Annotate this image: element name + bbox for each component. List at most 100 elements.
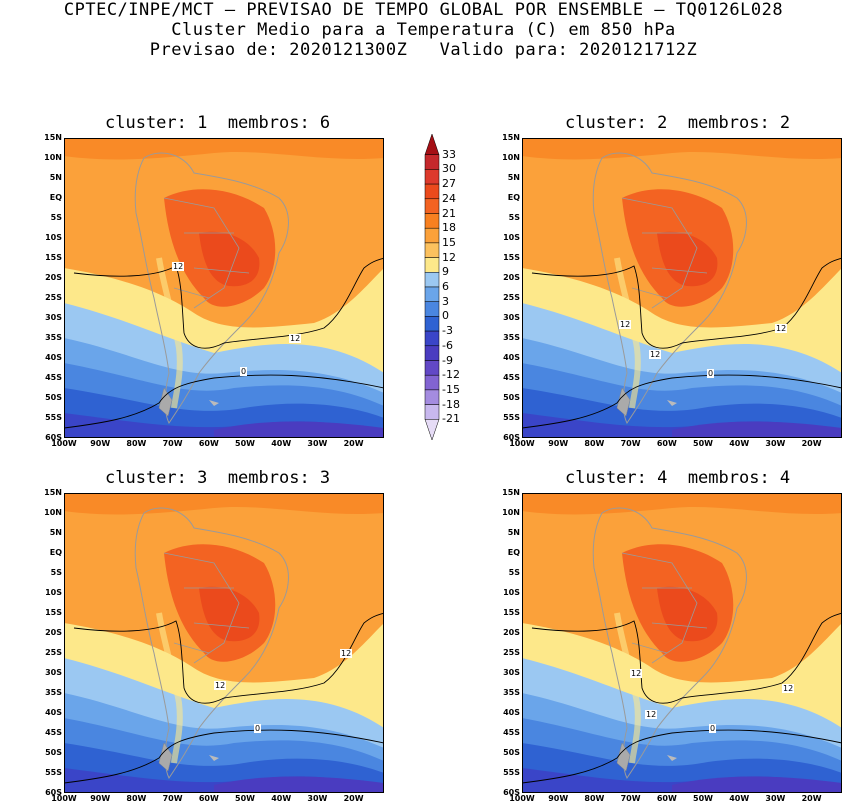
lat-tick-label: 10S xyxy=(45,588,62,597)
lon-tick-label: 20W xyxy=(801,794,822,803)
lat-tick-label: 55S xyxy=(503,768,520,777)
contour-label: 12 xyxy=(649,350,662,359)
contour-label: 12 xyxy=(782,684,795,693)
lat-tick-label: 45S xyxy=(45,728,62,737)
lon-tick-label: 80W xyxy=(126,439,147,448)
lat-tick-label: 35S xyxy=(45,333,62,342)
lon-tick-label: 30W xyxy=(307,794,328,803)
lon-tick-label: 100W xyxy=(509,439,535,448)
colorbar-swatch xyxy=(424,345,440,361)
lat-tick-label: 15S xyxy=(503,608,520,617)
lat-tick-label: 50S xyxy=(503,393,520,402)
lat-tick-label: 25S xyxy=(503,648,520,657)
lon-tick-label: 100W xyxy=(51,439,77,448)
colorbar-swatch xyxy=(424,213,440,229)
colorbar-label: -21 xyxy=(442,412,460,426)
colorbar-swatch xyxy=(424,404,440,420)
map-panel-2: 12 12 12 0 xyxy=(522,138,842,438)
lon-tick-label: 60W xyxy=(198,439,219,448)
lon-tick-label: 70W xyxy=(620,794,641,803)
lat-tick-label: 45S xyxy=(503,728,520,737)
lat-tick-label: 15S xyxy=(45,608,62,617)
colorbar-label: -3 xyxy=(442,324,453,338)
colorbar-swatch xyxy=(424,419,440,441)
forecast-dates: Previsao de: 2020121300Z Valido para: 20… xyxy=(149,40,698,60)
lon-tick-label: 90W xyxy=(90,794,111,803)
lon-tick-label: 50W xyxy=(235,439,255,448)
lat-tick-label: 15N xyxy=(502,488,520,497)
lon-tick-label: 50W xyxy=(235,794,255,803)
lon-tick-label: 80W xyxy=(584,794,605,803)
colorbar-label: 15 xyxy=(442,235,456,249)
colorbar-label: 3 xyxy=(442,294,449,308)
colorbar-swatch xyxy=(424,316,440,332)
lat-tick-label: 50S xyxy=(503,748,520,757)
lat-tick-label: 55S xyxy=(45,768,62,777)
lat-tick-label: 15N xyxy=(44,133,62,142)
lon-tick-label: 60W xyxy=(656,439,677,448)
map-panel-1: 12 12 0 xyxy=(64,138,384,438)
colorbar-swatch xyxy=(424,154,440,170)
lon-tick-label: 50W xyxy=(693,794,713,803)
lat-tick-label: 5N xyxy=(507,528,520,537)
colorbar-label: 24 xyxy=(442,191,456,205)
colorbar-label: 0 xyxy=(442,309,449,323)
contour-label: 12 xyxy=(619,320,632,329)
lat-tick-label: 5S xyxy=(508,568,520,577)
colorbar-label: 27 xyxy=(442,177,456,191)
lat-tick-label: 15S xyxy=(45,253,62,262)
lat-tick-label: 10N xyxy=(44,508,62,517)
lat-tick-label: EQ xyxy=(507,193,520,202)
colorbar-swatch xyxy=(424,330,440,347)
colorbar-label: 33 xyxy=(442,147,456,161)
colorbar-label: 12 xyxy=(442,250,456,264)
lat-tick-label: EQ xyxy=(49,548,62,557)
lon-tick-label: 40W xyxy=(271,794,292,803)
panel-4-title: cluster: 4 membros: 4 xyxy=(565,468,791,488)
contour-label: 12 xyxy=(289,334,302,343)
lon-tick-label: 30W xyxy=(765,439,786,448)
lat-tick-label: 10N xyxy=(502,153,520,162)
lat-tick-label: 60S xyxy=(503,788,520,797)
lat-tick-label: 10S xyxy=(503,588,520,597)
lon-tick-label: 100W xyxy=(51,794,77,803)
colorbar-swatch xyxy=(424,227,440,244)
lon-tick-label: 70W xyxy=(162,439,183,448)
lon-tick-label: 100W xyxy=(509,794,535,803)
lon-tick-label: 90W xyxy=(548,794,569,803)
lat-tick-label: 60S xyxy=(45,788,62,797)
colorbar-swatch xyxy=(424,301,440,317)
lon-tick-label: 60W xyxy=(656,794,677,803)
panel-3-title: cluster: 3 membros: 3 xyxy=(105,468,331,488)
lat-tick-label: 20S xyxy=(503,628,520,637)
lat-tick-label: 30S xyxy=(45,313,62,322)
lon-tick-label: 70W xyxy=(162,794,183,803)
contour-label: 12 xyxy=(340,649,353,658)
lat-tick-label: 10N xyxy=(44,153,62,162)
colorbar-label: -6 xyxy=(442,338,453,352)
contour-label: 12 xyxy=(645,710,658,719)
lon-tick-label: 90W xyxy=(548,439,569,448)
colorbar-swatch xyxy=(424,183,440,200)
lat-tick-label: 20S xyxy=(503,273,520,282)
lon-tick-label: 30W xyxy=(765,794,786,803)
colorbar-swatch xyxy=(424,198,440,214)
colorbar-swatch xyxy=(424,133,440,155)
colorbar-label: -18 xyxy=(442,397,460,411)
colorbar-label: 6 xyxy=(442,280,449,293)
page-subtitle: Cluster Medio para a Temperatura (C) em … xyxy=(171,20,676,40)
contour-label: 0 xyxy=(254,724,262,733)
colorbar-swatch xyxy=(424,389,440,405)
lat-tick-label: 35S xyxy=(503,688,520,697)
lat-tick-label: 15S xyxy=(503,253,520,262)
lon-tick-label: 30W xyxy=(307,439,328,448)
colorbar-label: 9 xyxy=(442,265,449,279)
lat-tick-label: 10N xyxy=(502,508,520,517)
lon-tick-label: 90W xyxy=(90,439,111,448)
lat-tick-label: 5N xyxy=(49,173,62,182)
lat-tick-label: 25S xyxy=(503,293,520,302)
lat-tick-label: EQ xyxy=(507,548,520,557)
page-title: CPTEC/INPE/MCT – PREVISAO DE TEMPO GLOBA… xyxy=(63,0,784,20)
colorbar-swatch xyxy=(424,286,440,302)
lat-tick-label: 50S xyxy=(45,748,62,757)
